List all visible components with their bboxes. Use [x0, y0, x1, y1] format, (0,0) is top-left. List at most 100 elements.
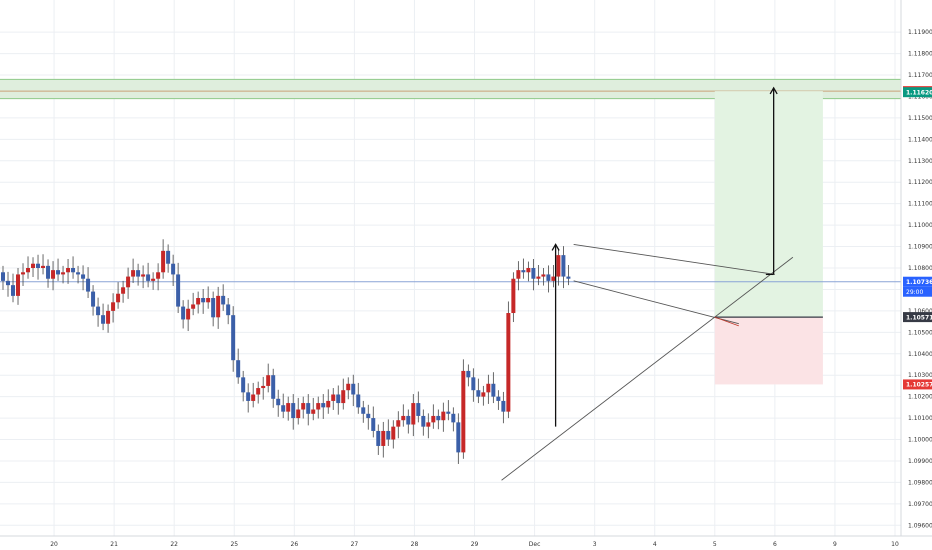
candle-body — [306, 403, 311, 414]
candle-body — [146, 274, 151, 281]
candle-body — [381, 430, 386, 446]
arrow-head — [551, 243, 560, 251]
candle-body — [511, 278, 516, 314]
candle-body — [401, 415, 406, 421]
price-label-box — [903, 87, 932, 98]
x-tick-label: 22 — [170, 541, 178, 548]
candle-body — [446, 411, 451, 414]
candle-body — [386, 430, 391, 440]
candle-body — [116, 293, 121, 303]
candle-body — [471, 377, 476, 391]
time-axis[interactable]: 20 21 22 25 26 27 28 29 Dec 3 4 5 6 9 10 — [50, 541, 899, 548]
candle-body — [256, 388, 261, 395]
y-tick-label: 1.09900 — [908, 458, 932, 465]
candle-body — [481, 392, 486, 397]
candle-body — [301, 403, 306, 410]
candle-body — [391, 426, 396, 440]
y-tick-label: 1.11900 — [908, 29, 932, 36]
candle-body — [501, 400, 506, 412]
candle-body — [186, 308, 191, 320]
candle-body — [11, 285, 16, 296]
y-tick-label: 1.10000 — [908, 437, 932, 444]
candle-body — [516, 270, 521, 279]
candle-body — [96, 306, 101, 316]
x-tick-label: 20 — [50, 541, 58, 548]
y-tick-label: 1.09800 — [908, 479, 932, 486]
candle-body — [86, 278, 91, 292]
candle-body — [66, 268, 71, 273]
candle-body — [396, 420, 401, 427]
candle-body — [546, 274, 551, 281]
x-tick-label: 27 — [351, 541, 359, 548]
price-label-box — [903, 312, 932, 323]
candle-body — [441, 411, 446, 421]
target-zone — [714, 91, 823, 318]
x-tick-label: 21 — [110, 541, 118, 548]
candle-body — [6, 280, 11, 286]
candle-body — [41, 265, 46, 268]
candle-body — [181, 306, 186, 320]
arrow-head — [769, 86, 778, 95]
y-tick-label: 1.11300 — [908, 158, 932, 165]
candle-body — [551, 276, 556, 281]
candle-body — [261, 385, 266, 389]
candle-body — [466, 370, 471, 378]
candle-body — [31, 263, 36, 268]
candle-body — [431, 415, 436, 423]
x-tick-label: 4 — [653, 541, 657, 548]
price-label-box — [903, 379, 932, 390]
candle-body — [496, 396, 501, 401]
candle-body — [151, 278, 156, 281]
candle-body — [121, 287, 126, 294]
countdown-box — [903, 286, 932, 297]
trend-line — [573, 243, 775, 275]
candle-body — [156, 272, 161, 279]
candle-body — [106, 310, 111, 324]
candle-body — [76, 272, 81, 275]
candle-body — [361, 407, 366, 414]
x-tick-label: 9 — [833, 541, 837, 548]
candle-body — [356, 394, 361, 408]
candle-body — [36, 263, 41, 268]
y-tick-label: 1.09700 — [908, 501, 932, 508]
candle-body — [191, 304, 196, 309]
candle-body — [21, 272, 26, 275]
candle-body — [161, 250, 166, 273]
candle-body — [216, 295, 221, 318]
candle-body — [316, 403, 321, 410]
price-label-box — [903, 276, 932, 287]
candle-body — [281, 405, 286, 412]
candle-body — [226, 304, 231, 316]
candle-body — [196, 298, 201, 305]
candle-body — [491, 383, 496, 397]
candle-body — [211, 298, 216, 318]
x-tick-label: Dec — [529, 541, 541, 548]
x-tick-label: 29 — [471, 541, 479, 548]
candle-body — [346, 383, 351, 391]
x-tick-label: 5 — [713, 541, 717, 548]
y-tick-label: 1.11800 — [908, 51, 932, 58]
candle-body — [311, 409, 316, 414]
y-tick-label: 1.10600 — [908, 308, 932, 315]
y-tick-label: 1.11000 — [908, 222, 932, 229]
candle-body — [561, 255, 566, 277]
x-tick-label: 28 — [411, 541, 419, 548]
candle-body — [331, 394, 336, 401]
candle-body — [81, 274, 86, 279]
candle-body — [206, 298, 211, 303]
x-tick-label: 3 — [593, 541, 597, 548]
trend-line — [573, 280, 739, 325]
candle-body — [426, 422, 431, 427]
candle-body — [91, 291, 96, 307]
candle-body — [51, 270, 56, 279]
candle-body — [221, 295, 226, 305]
candle-body — [541, 274, 546, 277]
price-label-text: 1.10571 — [906, 314, 932, 321]
candle-body — [556, 255, 561, 277]
candle-body — [101, 315, 106, 324]
x-tick-label: 25 — [230, 541, 238, 548]
countdown-text: 29:00 — [906, 289, 923, 296]
candle-body — [166, 250, 171, 264]
candlestick-series — [1, 239, 571, 464]
